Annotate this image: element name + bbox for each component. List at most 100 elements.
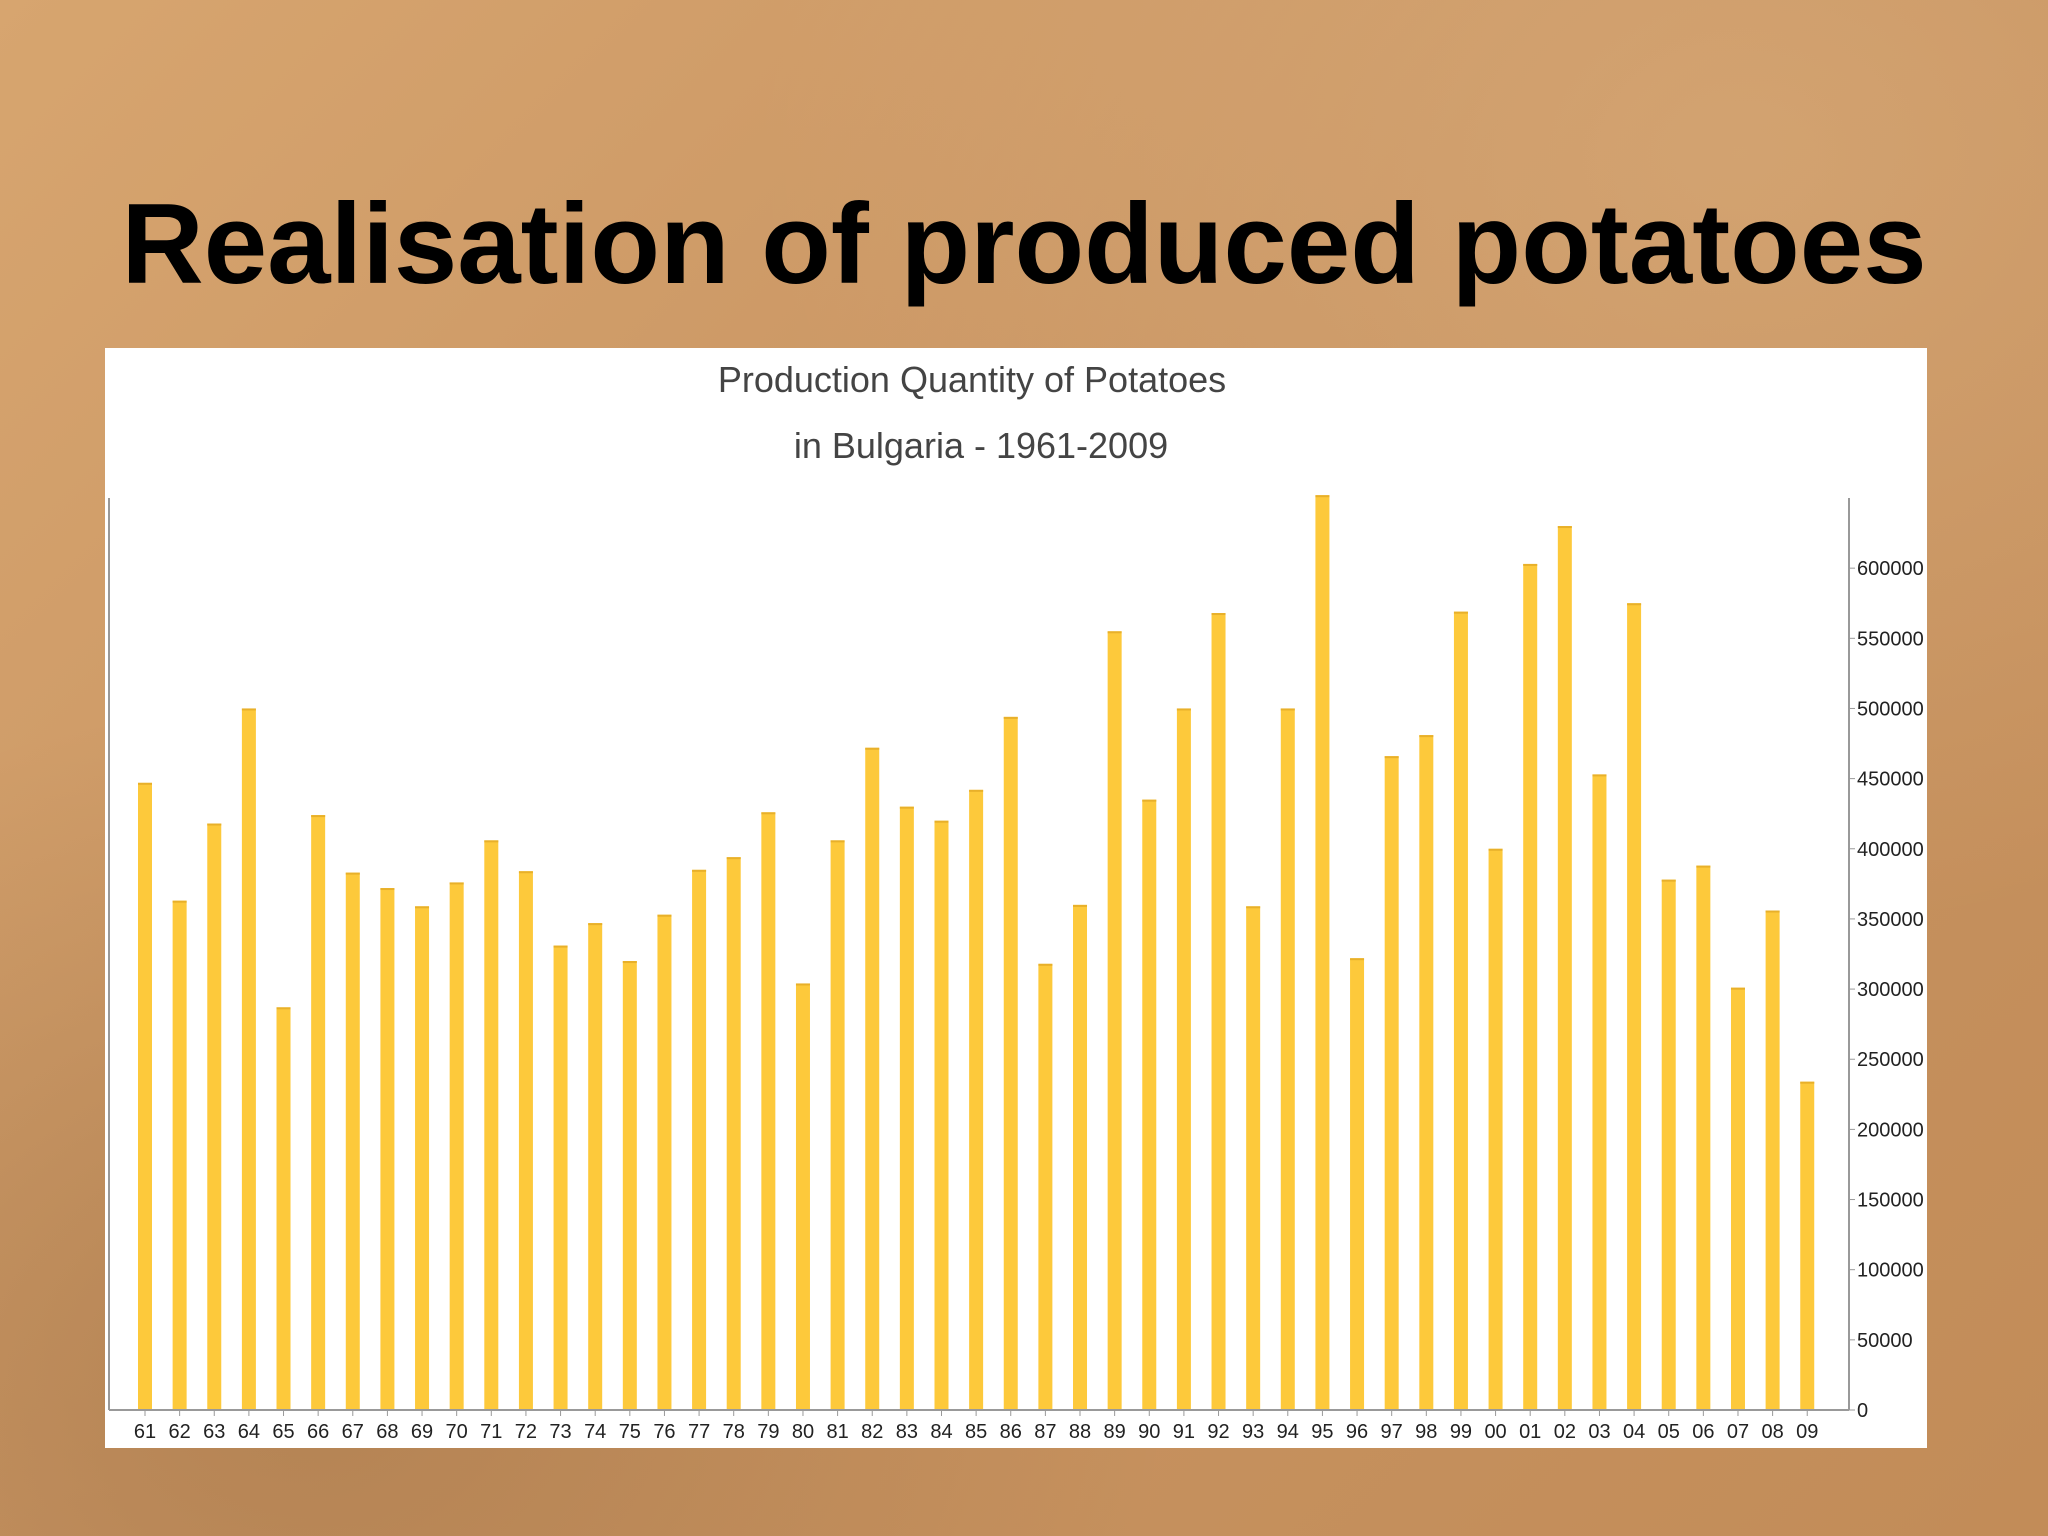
x-tick-label: 70 [446, 1421, 468, 1443]
bar-cap-92 [1211, 613, 1226, 616]
bar-cap-76 [657, 914, 672, 917]
x-tick-label: 66 [307, 1421, 329, 1443]
x-tick-label: 85 [965, 1421, 987, 1443]
bar-cap-07 [1730, 987, 1745, 990]
x-tick-label: 93 [1242, 1421, 1264, 1443]
x-tick-label: 71 [480, 1421, 502, 1443]
bar-cap-90 [1142, 799, 1157, 802]
bar-78 [726, 857, 741, 1410]
bar-88 [1073, 904, 1088, 1410]
bar-cap-61 [138, 782, 152, 785]
bar-cap-87 [1038, 963, 1053, 966]
bar-cap-01 [1523, 563, 1538, 566]
bar-cap-64 [241, 708, 256, 711]
bar-86 [1003, 716, 1018, 1410]
bar-90 [1142, 799, 1157, 1410]
x-tick-label: 91 [1173, 1421, 1195, 1443]
bar-cap-72 [518, 871, 533, 874]
y-tick-label: 550000 [1857, 628, 1924, 650]
bar-94 [1280, 708, 1295, 1410]
y-tick-label: 200000 [1857, 1119, 1924, 1141]
axes-group [108, 498, 1855, 1416]
bar-cap-81 [830, 840, 845, 843]
bar-cap-67 [345, 872, 360, 875]
x-tick-label: 05 [1658, 1421, 1680, 1443]
bar-64 [241, 708, 256, 1410]
bar-73 [553, 945, 568, 1410]
x-tick-label: 84 [930, 1421, 952, 1443]
bar-cap-65 [276, 1007, 291, 1010]
x-tick-label: 80 [792, 1421, 814, 1443]
bar-97 [1384, 756, 1399, 1410]
x-tick-label: 76 [653, 1421, 675, 1443]
x-tick-label: 06 [1692, 1421, 1714, 1443]
bar-67 [345, 872, 360, 1410]
bar-95 [1315, 495, 1330, 1410]
bar-cap-85 [969, 789, 984, 792]
bar-03 [1592, 774, 1607, 1410]
x-tick-label: 81 [826, 1421, 848, 1443]
x-tick-label: 74 [584, 1421, 606, 1443]
bar-cap-68 [380, 888, 395, 891]
y-tick-label: 500000 [1857, 698, 1924, 720]
y-tick-labels: 0 50000 100000 150000 200000 250000 300000 3500… [1857, 558, 1924, 1422]
bar-cap-88 [1073, 904, 1088, 907]
x-tick-label: 88 [1069, 1421, 1091, 1443]
bar-98 [1419, 735, 1434, 1410]
bar-cap-06 [1696, 865, 1711, 868]
bar-81 [830, 840, 845, 1410]
bar-92 [1211, 613, 1226, 1410]
x-tick-label: 75 [619, 1421, 641, 1443]
bar-cap-89 [1107, 631, 1122, 634]
bar-cap-03 [1592, 774, 1607, 777]
y-tick-label: 350000 [1857, 909, 1924, 931]
bar-cap-80 [795, 983, 810, 986]
bar-70 [449, 882, 464, 1410]
bar-cap-71 [484, 840, 499, 843]
chart-panel: Production Quantity of Potatoes in Bulga… [105, 348, 1927, 1448]
bar-cap-91 [1176, 708, 1191, 711]
chart-title-line-1: Production Quantity of Potatoes [718, 359, 1226, 400]
bar-cap-73 [553, 945, 568, 948]
x-tick-label: 96 [1346, 1421, 1368, 1443]
x-tick-label: 00 [1484, 1421, 1506, 1443]
bar-83 [899, 806, 914, 1410]
x-tick-label: 72 [515, 1421, 537, 1443]
bar-cap-83 [899, 806, 914, 809]
x-tick-label: 68 [376, 1421, 398, 1443]
slide-title: Realisation of produced potatoes [121, 181, 1927, 308]
bar-06 [1696, 865, 1711, 1410]
x-tick-label: 78 [723, 1421, 745, 1443]
x-tick-label: 67 [342, 1421, 364, 1443]
bar-cap-05 [1661, 879, 1676, 882]
bar-77 [692, 869, 707, 1410]
bar-79 [761, 812, 776, 1410]
bar-71 [484, 840, 499, 1410]
bar-cap-97 [1384, 756, 1399, 759]
bar-02 [1557, 526, 1572, 1410]
x-tick-label: 04 [1623, 1421, 1645, 1443]
bar-cap-00 [1488, 848, 1503, 851]
bar-93 [1246, 906, 1261, 1410]
x-tick-label: 09 [1796, 1421, 1818, 1443]
x-tick-label: 94 [1277, 1421, 1299, 1443]
bar-cap-70 [449, 882, 464, 885]
bar-cap-99 [1453, 611, 1468, 614]
bar-cap-69 [415, 906, 430, 909]
y-tick-label: 600000 [1857, 558, 1924, 580]
chart-title-line-2: in Bulgaria - 1961-2009 [794, 425, 1168, 466]
x-tick-label: 99 [1450, 1421, 1472, 1443]
x-tick-label: 01 [1519, 1421, 1541, 1443]
x-tick-label: 62 [169, 1421, 191, 1443]
x-tick-label: 95 [1311, 1421, 1333, 1443]
x-tick-label: 77 [688, 1421, 710, 1443]
bar-cap-04 [1627, 603, 1642, 606]
bar-cap-63 [207, 823, 222, 826]
x-tick-label: 83 [896, 1421, 918, 1443]
bar-cap-79 [761, 812, 776, 815]
bar-72 [518, 871, 533, 1410]
y-tick-label: 450000 [1857, 769, 1924, 791]
bar-08 [1765, 910, 1780, 1410]
bar-96 [1350, 958, 1365, 1410]
x-tick-label: 97 [1381, 1421, 1403, 1443]
